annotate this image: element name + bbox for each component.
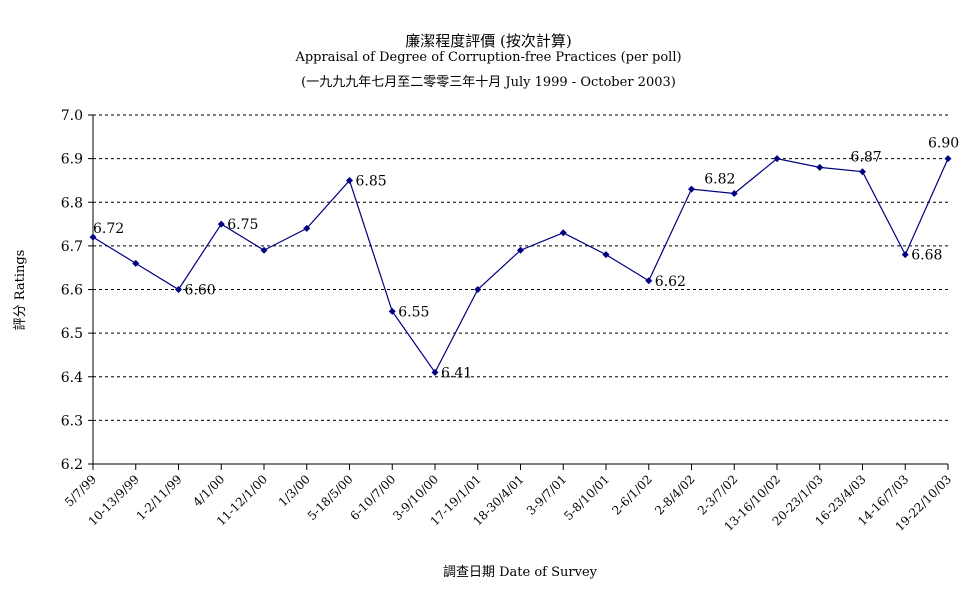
x-tick-label: 1-2/11/99 — [134, 472, 185, 523]
x-tick-label: 1/3/00 — [276, 472, 313, 509]
data-point — [175, 286, 182, 293]
data-point — [730, 190, 738, 198]
data-label: 6.85 — [356, 173, 387, 189]
data-point — [602, 251, 610, 259]
data-point — [303, 224, 311, 232]
data-point — [645, 277, 653, 285]
y-tick-label: 6.3 — [61, 413, 83, 429]
data-point — [859, 168, 866, 176]
data-label: 6.41 — [441, 365, 472, 381]
y-tick-label: 6.8 — [61, 195, 83, 211]
data-point — [816, 163, 824, 171]
x-tick-label: 6-10/7/00 — [347, 472, 398, 523]
y-tick-label: 6.5 — [61, 326, 83, 342]
chart-title: 廉潔程度評價 (按次計算) — [405, 32, 572, 50]
data-point — [431, 368, 439, 376]
data-label: 6.72 — [93, 221, 124, 237]
data-point — [260, 246, 268, 254]
y-tick-label: 6.6 — [61, 283, 83, 299]
x-tick-label: 4/1/00 — [190, 472, 227, 509]
y-tick-label: 6.2 — [61, 457, 83, 473]
x-tick-label: 5-8/10/01 — [561, 472, 612, 523]
data-point — [559, 229, 567, 237]
data-label: 6.62 — [655, 274, 686, 290]
chart-subtitle-period: (一九九九年七月至二零零三年十月 July 1999 - October 200… — [301, 75, 676, 90]
data-point — [474, 286, 482, 293]
data-point — [517, 246, 524, 254]
data-label: 6.68 — [911, 248, 942, 264]
data-label: 6.82 — [704, 172, 735, 188]
x-tick-label: 5-18/5/00 — [305, 472, 356, 523]
data-point — [346, 176, 353, 184]
x-tick-label: 2-8/4/02 — [652, 472, 697, 517]
data-label: 6.55 — [398, 304, 429, 320]
y-tick-label: 6.4 — [61, 370, 83, 386]
data-point — [944, 155, 952, 163]
x-tick-label: 2-6/1/02 — [609, 472, 654, 517]
data-point — [901, 251, 909, 259]
data-point — [688, 185, 695, 193]
series-line — [92, 157, 949, 374]
data-point — [217, 220, 225, 228]
chart-subtitle: Appraisal of Degree of Corruption-free P… — [295, 50, 682, 65]
y-tick-label: 6.7 — [61, 239, 83, 255]
data-point — [89, 233, 97, 241]
x-tick-label: 5/7/99 — [62, 472, 99, 509]
y-tick-label: 6.9 — [61, 152, 83, 168]
y-axis-label: 評分 Ratings — [13, 250, 28, 331]
y-tick-label: 7.0 — [61, 108, 83, 124]
data-label: 6.60 — [185, 283, 216, 299]
data-point — [388, 307, 396, 315]
data-label: 6.87 — [851, 150, 882, 166]
data-label: 6.90 — [928, 136, 959, 152]
x-axis-label: 調查日期 Date of Survey — [442, 565, 597, 580]
data-point — [773, 155, 781, 163]
data-label: 6.75 — [227, 217, 258, 233]
data-point — [132, 259, 140, 267]
